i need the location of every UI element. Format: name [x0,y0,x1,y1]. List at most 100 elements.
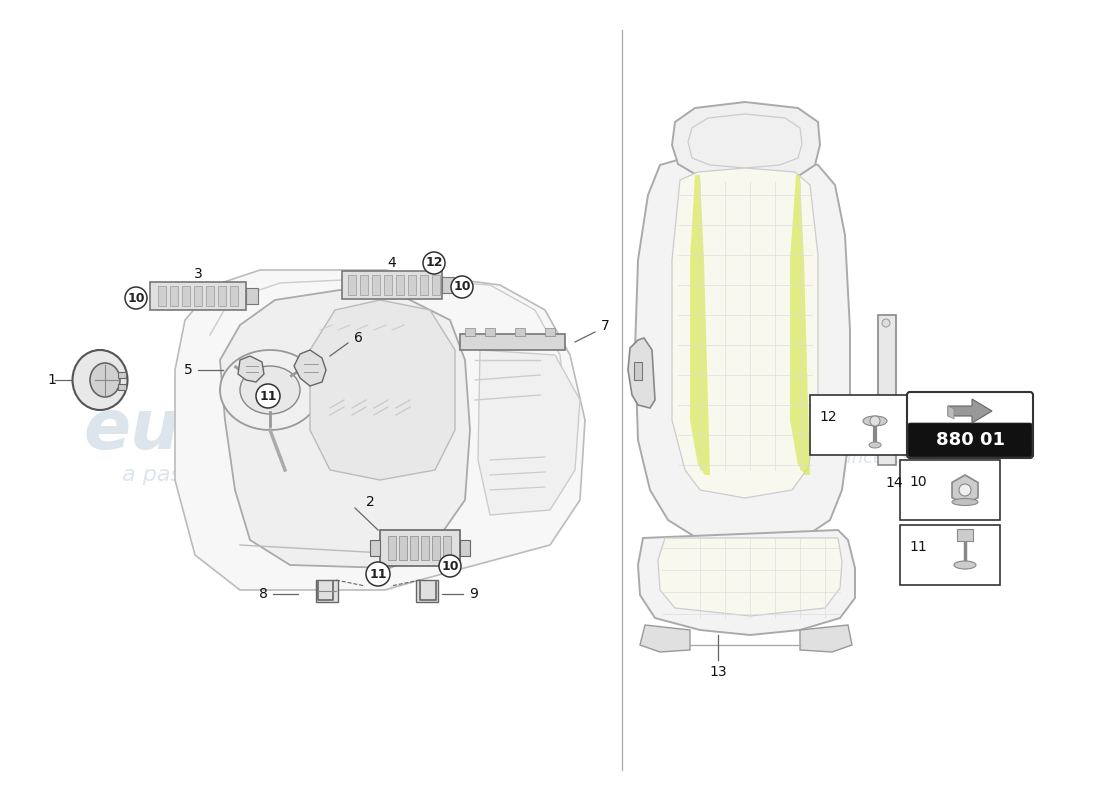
Text: 10: 10 [128,291,145,305]
Ellipse shape [869,442,881,448]
Bar [246,288,258,304]
Circle shape [882,319,890,327]
Polygon shape [478,350,580,515]
Text: europages: europages [84,397,497,463]
Bar [182,286,190,306]
Ellipse shape [73,350,128,410]
Polygon shape [658,538,842,616]
Circle shape [959,484,971,496]
Polygon shape [948,406,954,419]
Bar [388,536,396,560]
Text: a passion for parts since 1985: a passion for parts since 1985 [664,449,936,467]
Text: 7: 7 [601,319,609,333]
Bar [634,362,642,380]
Bar [485,328,495,336]
Bar [170,286,178,306]
Bar [218,286,226,306]
Text: 6: 6 [353,331,362,345]
Bar [384,275,392,295]
Ellipse shape [220,350,320,430]
Bar [370,540,379,556]
Text: 3: 3 [194,267,202,281]
Bar [399,536,407,560]
Polygon shape [238,356,264,382]
Polygon shape [294,350,326,386]
Text: 8: 8 [258,587,267,601]
Bar [408,275,416,295]
Text: 9: 9 [470,587,478,601]
Bar [206,286,214,306]
Text: 14: 14 [886,476,903,490]
Circle shape [366,562,390,586]
Circle shape [125,287,147,309]
Bar [432,275,440,295]
Bar [810,395,910,455]
Bar [432,536,440,560]
Polygon shape [952,475,978,505]
Bar [515,328,525,336]
Circle shape [451,276,473,298]
Bar [230,286,238,306]
Polygon shape [800,625,852,652]
Circle shape [870,416,880,426]
Text: 12: 12 [426,257,442,270]
Text: 10: 10 [453,281,471,294]
Text: 11: 11 [909,540,927,554]
Polygon shape [948,399,992,423]
Polygon shape [175,270,585,590]
Bar [544,328,556,336]
Text: 10: 10 [441,559,459,573]
Ellipse shape [954,561,976,569]
Bar [460,540,470,556]
Bar [900,525,1000,585]
Polygon shape [628,338,654,408]
Bar [878,315,896,465]
Bar [118,372,127,378]
Text: 880 01: 880 01 [935,431,1004,449]
Bar [348,275,356,295]
Polygon shape [640,625,690,652]
Bar [442,277,454,293]
Ellipse shape [240,366,300,414]
Ellipse shape [90,363,120,397]
Circle shape [439,555,461,577]
Bar [342,271,442,299]
Bar [416,580,438,602]
Bar [421,536,429,560]
Bar [460,334,565,350]
Polygon shape [790,175,810,475]
Text: 2: 2 [365,495,374,509]
Bar [316,580,338,602]
Bar [443,536,451,560]
Text: 12: 12 [820,410,837,424]
Text: 13: 13 [710,665,727,679]
Bar [396,275,404,295]
Text: a passion for parts since 1985: a passion for parts since 1985 [122,465,459,485]
Bar [118,384,127,390]
Polygon shape [672,168,818,498]
Ellipse shape [952,498,978,506]
Bar [900,460,1000,520]
Polygon shape [672,102,820,180]
Text: europages: europages [635,393,965,447]
Circle shape [424,252,446,274]
Polygon shape [220,290,470,568]
Text: 1: 1 [47,373,56,387]
Circle shape [256,384,280,408]
Bar [379,530,460,566]
Polygon shape [310,300,455,480]
Bar [194,286,202,306]
Polygon shape [638,530,855,635]
Ellipse shape [864,416,887,426]
Bar [420,275,428,295]
Bar [158,286,166,306]
Polygon shape [635,152,850,548]
Text: 4: 4 [387,256,396,270]
Text: 10: 10 [910,475,927,489]
Bar [150,282,246,310]
FancyBboxPatch shape [908,392,1033,458]
Bar [372,275,379,295]
FancyBboxPatch shape [908,423,1032,457]
Text: 11: 11 [370,567,387,581]
Bar [410,536,418,560]
